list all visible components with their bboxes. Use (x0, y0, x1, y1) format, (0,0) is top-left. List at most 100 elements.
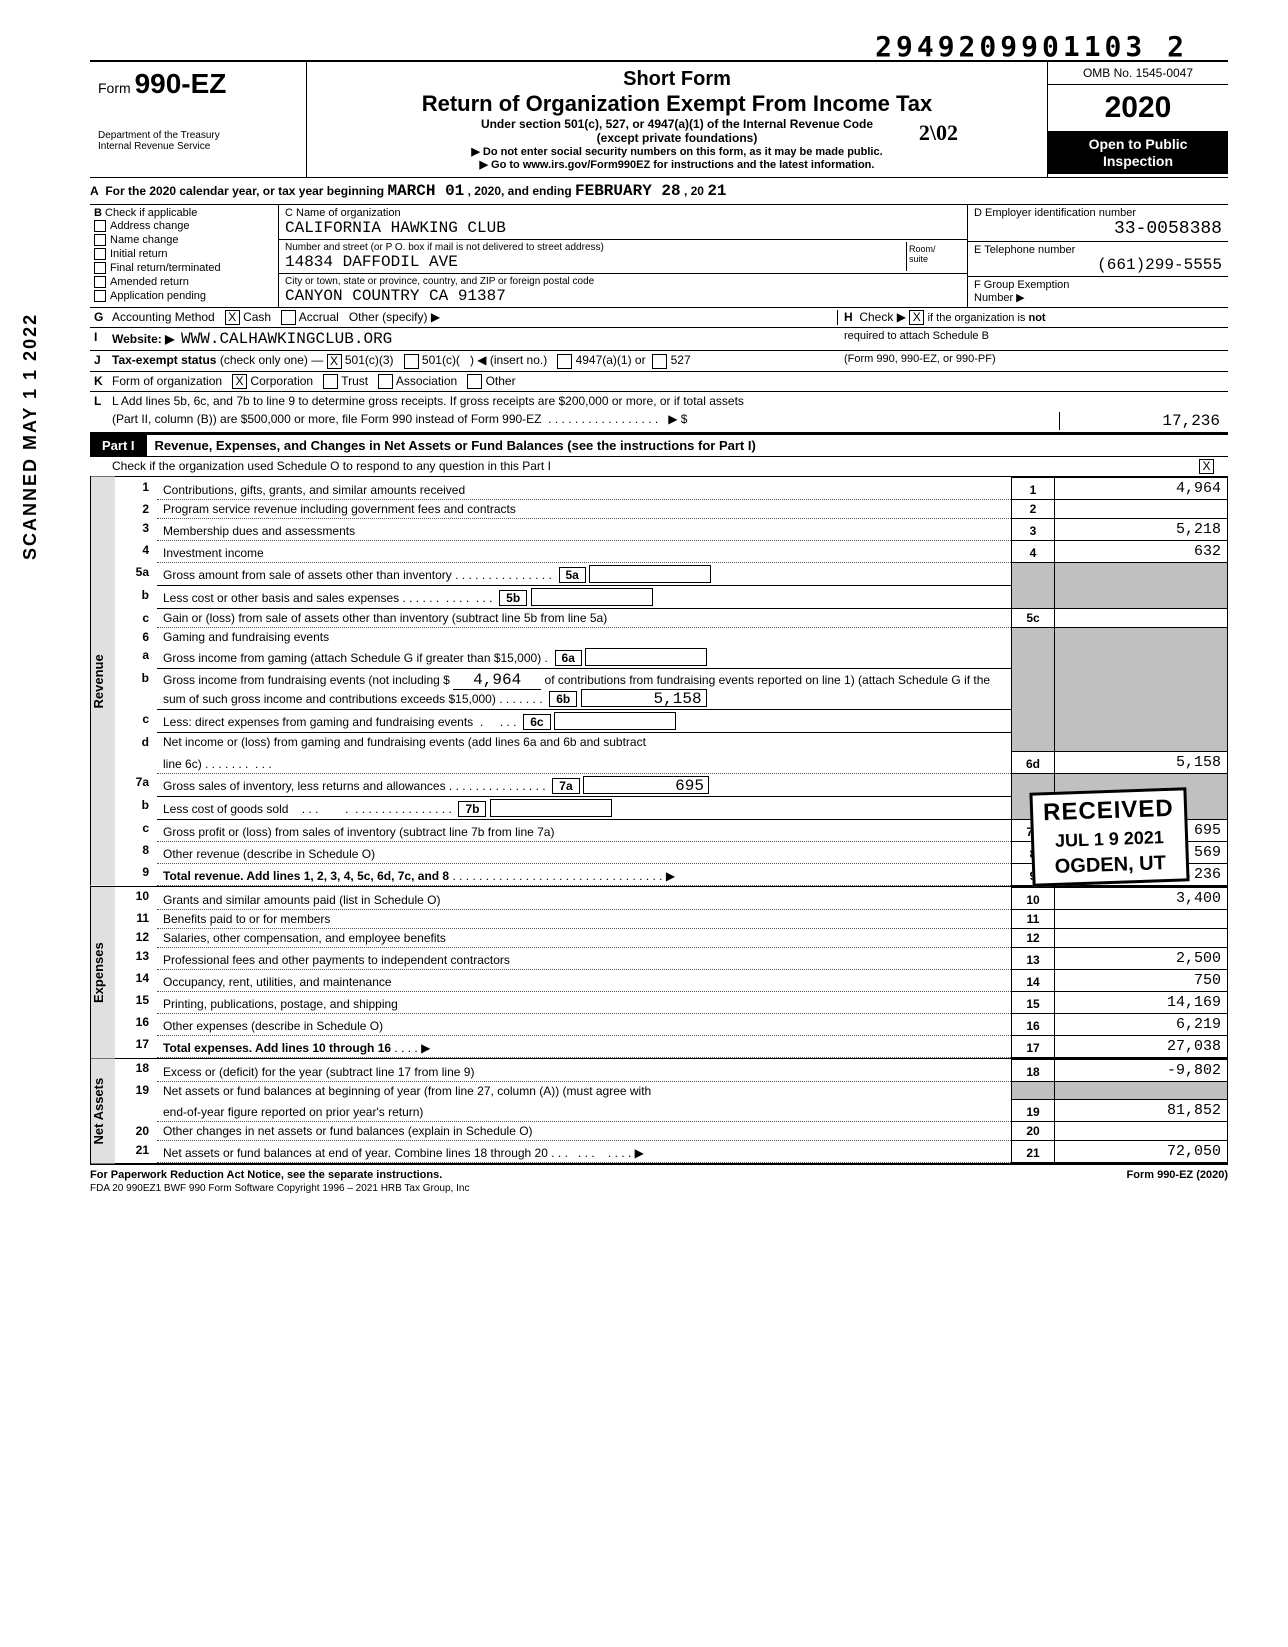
l-text2: (Part II, column (B)) are $500,000 or mo… (112, 412, 542, 426)
line-5c: c Gain or (loss) from sale of assets oth… (115, 609, 1228, 628)
chk-501c[interactable] (404, 354, 419, 369)
line-2: 2 Program service revenue including gove… (115, 500, 1228, 519)
chk-corp[interactable]: X (232, 374, 247, 389)
line-l2: (Part II, column (B)) are $500,000 or mo… (90, 410, 1228, 434)
chk-no-sched-b[interactable]: X (909, 310, 924, 325)
l20-amt (1055, 1122, 1228, 1141)
l21-desc: Net assets or fund balances at end of ye… (163, 1146, 548, 1160)
group-exemption-cell: F Group Exemption Number ▶ (968, 277, 1228, 306)
chk-other-org[interactable] (467, 374, 482, 389)
l6a-desc: Gross income from gaming (attach Schedul… (163, 651, 541, 665)
l7a-mid: 695 (583, 776, 709, 794)
line-21: 21Net assets or fund balances at end of … (115, 1141, 1228, 1163)
expenses-section: Expenses 10Grants and similar amounts pa… (90, 887, 1228, 1059)
line-6: 6 Gaming and fundraising events (115, 628, 1228, 647)
chk-initial-return[interactable]: Initial return (94, 247, 274, 261)
chk-name-change[interactable]: Name change (94, 233, 274, 247)
street-address: 14834 DAFFODIL AVE (285, 253, 906, 271)
line-3-desc: Membership dues and assessments (157, 519, 1012, 541)
received-stamp: RECEIVED JUL 1 9 2021 OGDEN, UT (1030, 787, 1190, 886)
line-11: 11Benefits paid to or for members11 (115, 909, 1228, 928)
l17-desc: Total expenses. Add lines 10 through 16 (163, 1041, 391, 1055)
l6b-desc: Gross income from fundraising events (no… (163, 673, 450, 687)
chk-amended-return[interactable]: Amended return (94, 275, 274, 289)
line-2-desc: Program service revenue including govern… (157, 500, 1012, 519)
line-a-post: , 20 (684, 184, 704, 198)
line-6d: line 6c) . . . . . . . . . . 6d 5,158 (115, 751, 1228, 773)
l7b-desc: Less cost of goods sold (163, 802, 288, 816)
line-a-end: FEBRUARY 28 (575, 182, 681, 200)
part1-check-text: Check if the organization used Schedule … (112, 459, 1189, 474)
l6b-mid: 5,158 (581, 689, 707, 707)
form-of-org: Form of organization X Corporation Trust… (112, 374, 1224, 389)
title-short-form: Short Form (317, 68, 1037, 91)
l11-amt (1055, 909, 1228, 928)
ein: 33-0058388 (974, 219, 1222, 239)
open1: Open to Public (1048, 136, 1228, 153)
line-h: H Check ▶ X if the organization is not (837, 310, 1224, 325)
l5a-desc: Gross amount from sale of assets other t… (163, 568, 452, 582)
chk-4947[interactable] (557, 354, 572, 369)
line-20: 20Other changes in net assets or fund ba… (115, 1122, 1228, 1141)
l18-desc: Excess or (deficit) for the year (subtra… (157, 1059, 1012, 1081)
handwritten-2102: 2\02 (919, 120, 958, 146)
form-no: 990-EZ (135, 68, 227, 99)
chk-address-change[interactable]: Address change (94, 219, 274, 233)
l18-amt: -9,802 (1055, 1059, 1228, 1081)
line-4: 4 Investment income 4 632 (115, 541, 1228, 563)
chk-accrual[interactable] (281, 310, 296, 325)
stamp-location: OGDEN, UT (1045, 852, 1176, 880)
l14-desc: Occupancy, rent, utilities, and maintena… (157, 969, 1012, 991)
tax-exempt-status: Tax-exempt status (check only one) — X 5… (112, 353, 838, 368)
l13-amt: 2,500 (1055, 947, 1228, 969)
l19-amt: 81,852 (1055, 1100, 1228, 1122)
l7a-desc: Gross sales of inventory, less returns a… (163, 779, 446, 793)
line-i: I Website: ▶ WWW.CALHAWKINGCLUB.ORG requ… (90, 328, 1228, 351)
line-l1: L L Add lines 5b, 6c, and 7b to line 9 t… (90, 392, 1228, 410)
l13-desc: Professional fees and other payments to … (157, 947, 1012, 969)
chk-application-pending[interactable]: Application pending (94, 289, 274, 303)
line-a-mid: , 2020, and ending (468, 184, 575, 198)
software-copyright: FDA 20 990EZ1 BWF 990 Form Software Copy… (90, 1181, 1228, 1194)
chk-final-return[interactable]: Final return/terminated (94, 261, 274, 275)
title-return: Return of Organization Exempt From Incom… (317, 91, 1037, 117)
line-1: 1 Contributions, gifts, grants, and simi… (115, 478, 1228, 500)
l19-desc1: Net assets or fund balances at beginning… (157, 1081, 1012, 1100)
chk-527[interactable] (652, 354, 667, 369)
part1-check: Check if the organization used Schedule … (90, 457, 1228, 477)
line-a-yy: 21 (707, 182, 726, 200)
line-19-pre: 19Net assets or fund balances at beginni… (115, 1081, 1228, 1100)
l9-desc: Total revenue. Add lines 1, 2, 3, 4, 5c,… (163, 869, 449, 883)
line-17: 17Total expenses. Add lines 10 through 1… (115, 1035, 1228, 1057)
open-public: Open to Public Inspection (1048, 132, 1228, 174)
room-suite: Room/ suite (906, 242, 961, 271)
l7c-desc: Gross profit or (loss) from sales of inv… (157, 819, 1012, 841)
chk-assoc[interactable] (378, 374, 393, 389)
dept-treasury: Department of the Treasury Internal Reve… (98, 130, 298, 152)
l16-desc: Other expenses (describe in Schedule O) (157, 1013, 1012, 1035)
section-c: C Name of organization CALIFORNIA HAWKIN… (279, 205, 967, 307)
paperwork-notice: For Paperwork Reduction Act Notice, see … (90, 1169, 442, 1181)
chk-501c3[interactable]: X (327, 354, 342, 369)
l6d-amt: 5,158 (1055, 751, 1228, 773)
line-h-cont2: (Form 990, 990-EZ, or 990-PF) (838, 353, 1224, 368)
l-text1: L Add lines 5b, 6c, and 7b to line 9 to … (112, 394, 1224, 408)
chk-trust[interactable] (323, 374, 338, 389)
l12-amt (1055, 928, 1228, 947)
line-14: 14Occupancy, rent, utilities, and mainte… (115, 969, 1228, 991)
telephone: (661)299-5555 (974, 256, 1222, 274)
chk-sched-o[interactable]: X (1199, 459, 1214, 474)
l19-desc2: end-of-year figure reported on prior yea… (157, 1100, 1012, 1122)
c-label: C Name of organization (285, 207, 961, 219)
l8-desc: Other revenue (describe in Schedule O) (157, 841, 1012, 863)
page-footer: For Paperwork Reduction Act Notice, see … (90, 1165, 1228, 1181)
l12-desc: Salaries, other compensation, and employ… (157, 928, 1012, 947)
addr-cell: Number and street (or P O. box if mail i… (279, 240, 967, 274)
form-number: Form 990-EZ (98, 68, 298, 100)
l20-desc: Other changes in net assets or fund bala… (157, 1122, 1012, 1141)
net-assets-table: 18Excess or (deficit) for the year (subt… (115, 1059, 1228, 1164)
chk-cash[interactable]: X (225, 310, 240, 325)
accounting-method: Accounting Method X Cash Accrual Other (… (112, 310, 837, 325)
l10-amt: 3,400 (1055, 887, 1228, 909)
addr-label: Number and street (or P O. box if mail i… (285, 242, 906, 253)
